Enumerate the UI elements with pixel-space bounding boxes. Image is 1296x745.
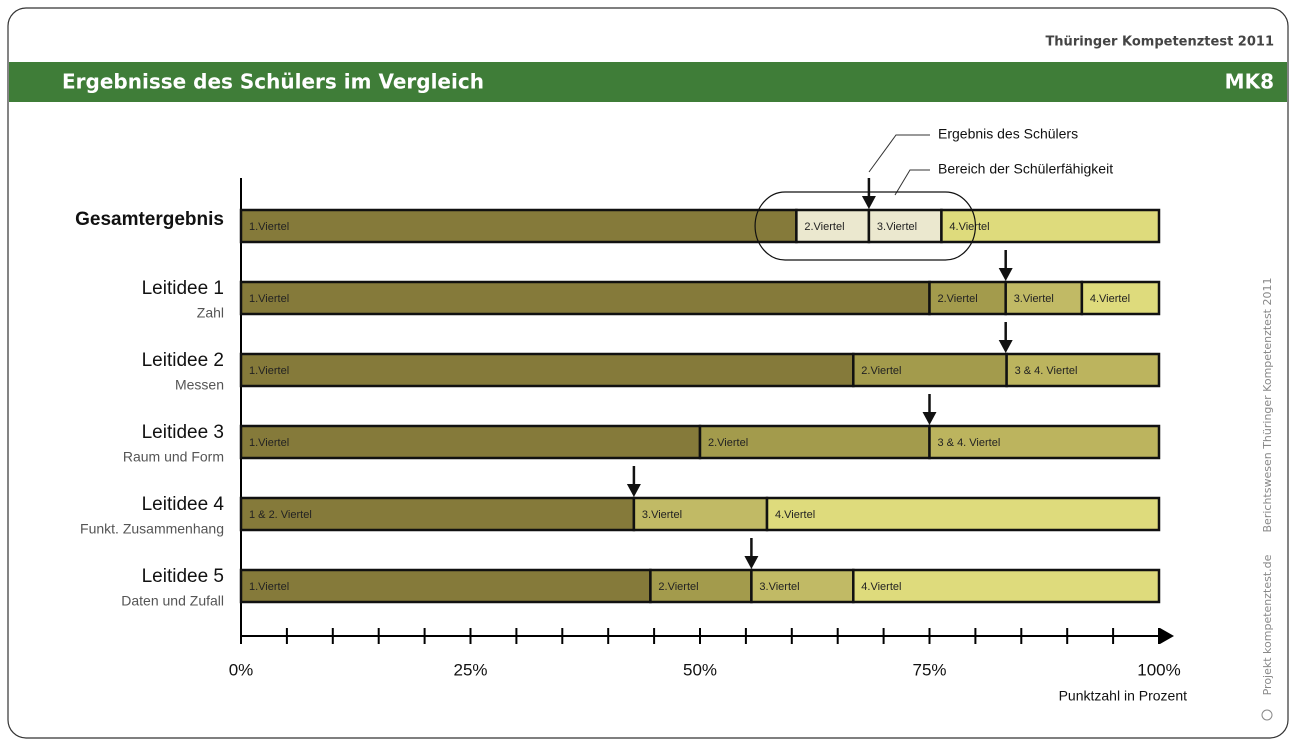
row-name: Leitidee 2: [142, 350, 224, 371]
segment-label: 1.Viertel: [249, 293, 289, 305]
title-bar: [9, 62, 1287, 102]
segment-label: 3.Viertel: [877, 221, 917, 233]
bar-segment: [239, 424, 702, 460]
bar-segment: [928, 280, 1007, 316]
row-subtitle: Zahl: [197, 305, 224, 321]
annotation: Bereich der Schülerfähigkeit: [938, 161, 1113, 177]
bar-segment: [852, 352, 1008, 388]
x-tick-label: 50%: [683, 660, 717, 679]
x-tick-label: 100%: [1137, 660, 1180, 679]
bar-segment: [632, 496, 769, 532]
segment-label: 4.Viertel: [949, 221, 989, 233]
bar-segment: [940, 208, 1161, 244]
result-arrow-head: [998, 268, 1013, 281]
logo: [1261, 709, 1273, 721]
ability-range: [754, 191, 976, 261]
bar-segment: [1080, 280, 1161, 316]
result-arrow-head: [626, 484, 641, 497]
side-text: Projekt kompetenztest.de: [1261, 554, 1274, 695]
bar-segment: [765, 496, 1161, 532]
bar-segment: [239, 568, 652, 604]
segment-label: 3.Viertel: [642, 509, 682, 521]
segment-label: 1.Viertel: [249, 581, 289, 593]
row-subtitle: Funkt. Zusammenhang: [80, 521, 224, 537]
code: MK8: [1225, 70, 1274, 94]
segment-label: 1.Viertel: [249, 221, 289, 233]
row-subtitle: Messen: [175, 377, 224, 393]
result-arrow-head: [861, 196, 876, 209]
x-axis-label: Punktzahl in Prozent: [1059, 688, 1188, 704]
axis-arrow: [1160, 628, 1174, 644]
result-arrow-head: [744, 556, 759, 569]
x-tick-label: 75%: [912, 660, 946, 679]
bar-segment: [750, 568, 855, 604]
row-name: Leitidee 4: [142, 494, 225, 515]
annotation: Ergebnis des Schülers: [938, 126, 1078, 142]
row-name: Gesamtergebnis: [75, 209, 224, 230]
bar-segment: [239, 352, 855, 388]
row-subtitle: Daten und Zufall: [121, 593, 224, 609]
segment-label: 3.Viertel: [759, 581, 799, 593]
bar-segment: [867, 208, 943, 244]
x-tick-label: 0%: [229, 660, 254, 679]
segment-label: 2.Viertel: [804, 221, 844, 233]
title: Ergebnisse des Schülers im Vergleich: [62, 70, 484, 94]
brand: Thüringer Kompetenztest 2011: [1045, 35, 1274, 50]
row-subtitle: Raum und Form: [123, 449, 224, 465]
x-tick-label: 25%: [453, 660, 487, 679]
bar-segment: [1005, 352, 1161, 388]
bar-segment: [239, 496, 636, 532]
row-name: Leitidee 3: [142, 422, 224, 443]
leader-line: [894, 169, 930, 196]
segment-label: 3 & 4. Viertel: [1015, 365, 1078, 377]
segment-label: 1.Viertel: [249, 437, 289, 449]
segment-label: 4.Viertel: [861, 581, 901, 593]
side-text: Berichtswesen Thüringer Kompetenztest 20…: [1261, 278, 1274, 533]
leader-line: [868, 134, 930, 173]
segment-label: 3.Viertel: [1014, 293, 1054, 305]
segment-label: 2.Viertel: [861, 365, 901, 377]
bar-segment: [698, 424, 931, 460]
segment-label: 1.Viertel: [249, 365, 289, 377]
segment-label: 4.Viertel: [775, 509, 815, 521]
row-name: Leitidee 5: [142, 566, 224, 587]
bar-segment: [795, 208, 871, 244]
segment-label: 2.Viertel: [708, 437, 748, 449]
segment-label: 3 & 4. Viertel: [938, 437, 1001, 449]
segment-label: 4.Viertel: [1090, 293, 1130, 305]
result-arrow-head: [998, 340, 1013, 353]
segment-label: 2.Viertel: [658, 581, 698, 593]
segment-label: 1 & 2. Viertel: [249, 509, 312, 521]
bar-segment: [928, 424, 1161, 460]
segment-label: 2.Viertel: [938, 293, 978, 305]
row-name: Leitidee 1: [142, 278, 224, 299]
bar-segment: [239, 208, 798, 244]
result-arrow-head: [922, 412, 937, 425]
bar-segment: [239, 280, 931, 316]
bar-segment: [852, 568, 1161, 604]
